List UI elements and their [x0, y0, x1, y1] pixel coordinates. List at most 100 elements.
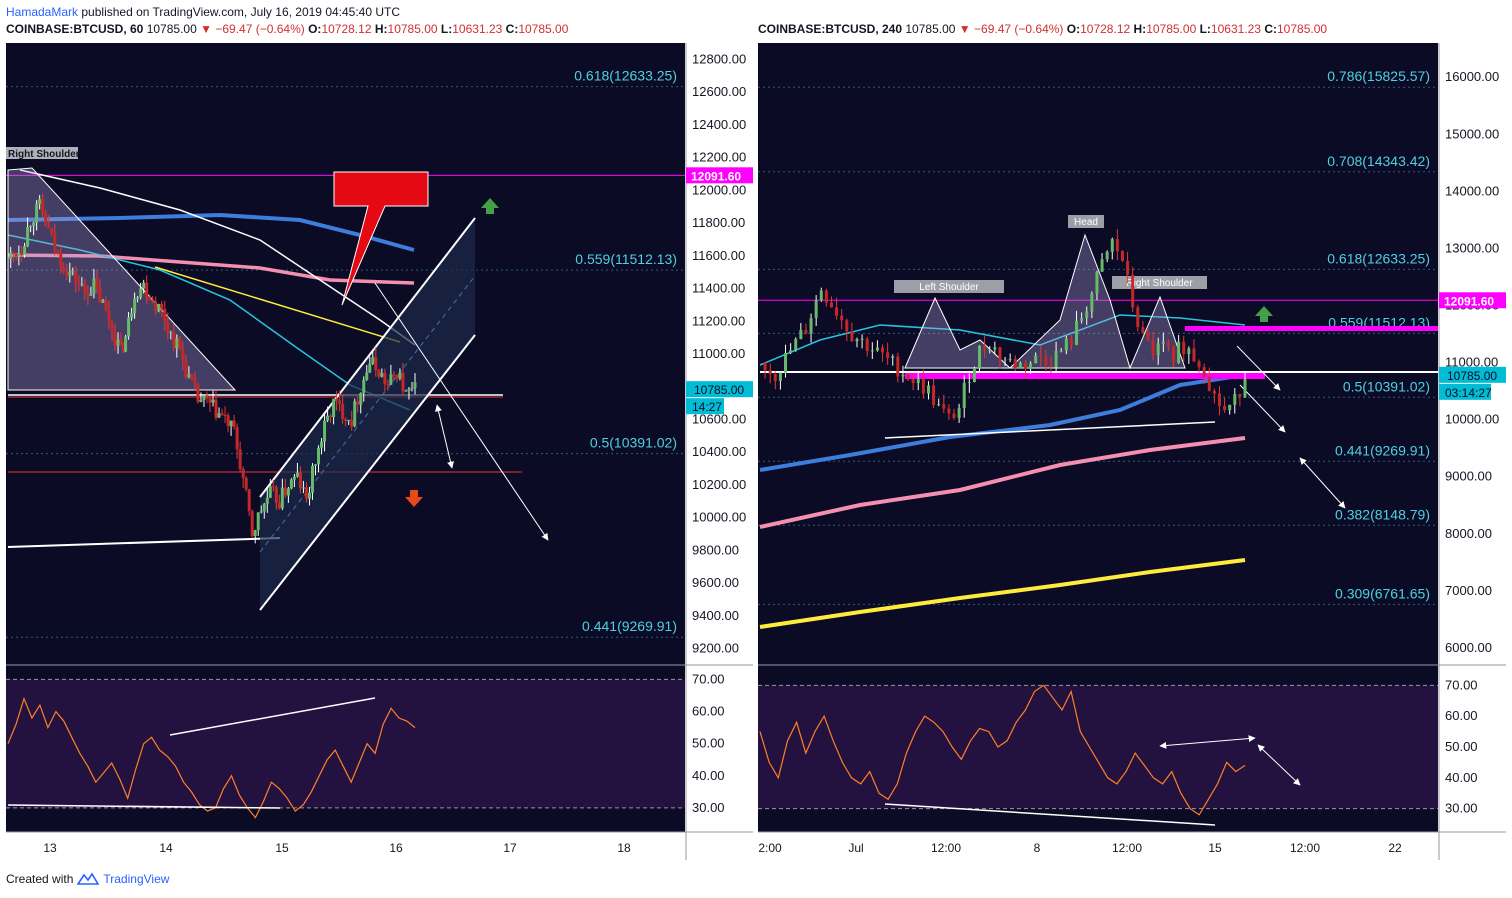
left-fib-label: 0.618(12633.25): [574, 68, 677, 84]
candle-body: [145, 282, 149, 298]
candle-body: [398, 372, 402, 379]
head-shoulders-shape: [904, 233, 1186, 370]
candle-body: [193, 378, 197, 385]
candle-body: [1243, 379, 1247, 397]
candle-body: [362, 379, 366, 394]
candle-body: [1131, 274, 1135, 308]
candle-body: [386, 383, 390, 385]
right-arrow-3: [1299, 457, 1346, 509]
right-high: 10785.00: [1146, 22, 1197, 36]
candle-body: [341, 403, 345, 420]
left-fib-label: 0.441(9269.91): [582, 618, 677, 634]
candle-body: [840, 315, 844, 321]
right-shoulder-label: Right Shoulder: [8, 149, 80, 160]
candle-body: [356, 401, 360, 405]
right-symbol[interactable]: COINBASE:BTCUSD, 240: [758, 22, 903, 36]
right-rsi-tick-label: 30.00: [1445, 801, 1478, 816]
candle-body: [1192, 348, 1196, 362]
right-level-label: 12091.60: [1444, 294, 1494, 308]
candle-body: [62, 267, 66, 272]
candle-body: [347, 419, 351, 422]
c-label: C:: [505, 22, 519, 36]
candle-body: [359, 393, 363, 405]
candle-body: [1120, 251, 1124, 261]
right-rsi-arrow-2: [1257, 744, 1301, 786]
candle-body: [1029, 363, 1033, 369]
candle-body: [9, 252, 13, 260]
candle-body: [295, 472, 299, 477]
candle-body: [380, 372, 384, 377]
left-x-tick-label: 18: [617, 841, 631, 855]
left-y-tick-label: 9800.00: [692, 542, 739, 557]
candle-body: [304, 487, 308, 499]
right-y-tick-label: 10000.00: [1445, 412, 1499, 427]
candle-body: [77, 283, 81, 285]
right-resistance-band: [1185, 326, 1438, 331]
author-link[interactable]: HamadaMark: [6, 5, 79, 19]
right-rsi-tick-label: 50.00: [1445, 739, 1478, 754]
candle-body: [983, 345, 987, 351]
candle-body: [208, 398, 212, 403]
candle-body: [217, 413, 221, 418]
candle-body: [202, 395, 206, 401]
candle-body: [350, 419, 354, 427]
candle-body: [1217, 393, 1221, 407]
candle-body: [214, 399, 218, 418]
candle-body: [906, 374, 910, 380]
candle-body: [1075, 320, 1079, 345]
candle-body: [814, 300, 818, 319]
candle-body: [1233, 394, 1237, 405]
candle-body: [916, 378, 920, 384]
candle-body: [824, 290, 828, 303]
candle-body: [205, 395, 209, 399]
left-symbol[interactable]: COINBASE:BTCUSD, 60: [6, 22, 144, 36]
right-price: 10785.00: [905, 22, 956, 36]
candle-body: [119, 339, 123, 343]
candle-body: [972, 368, 976, 383]
candle-body: [110, 323, 114, 332]
left-rsi-line: [7, 696, 416, 819]
candle-body: [190, 374, 194, 379]
candle-body: [244, 478, 248, 490]
candle-body: [962, 382, 966, 409]
candle-body: [1197, 361, 1201, 368]
candle-body: [232, 420, 236, 428]
candle-body: [65, 271, 69, 276]
candle-body: [870, 350, 874, 352]
candle-body: [184, 360, 188, 378]
down-arrow-icon: ▼: [958, 22, 971, 36]
candle-body: [59, 252, 63, 268]
up-arrow-icon: [481, 198, 499, 208]
left-small-arrow: [435, 404, 454, 469]
right-fib-label: 0.618(12633.25): [1327, 250, 1430, 266]
left-price-pane: [6, 43, 685, 665]
candle-body: [395, 374, 399, 379]
right-fib-label: 0.5(10391.02): [1343, 378, 1430, 394]
candle-body: [947, 408, 951, 414]
candle-body: [374, 357, 378, 370]
candle-body: [1126, 260, 1130, 275]
candle-body: [56, 249, 60, 253]
candle-body: [301, 487, 305, 489]
candle-body: [763, 362, 767, 371]
candle-body: [310, 465, 314, 493]
candle-body: [47, 224, 51, 229]
up-arrow-icon: [1255, 306, 1273, 316]
o-label: O:: [308, 22, 322, 36]
footer-brand-link[interactable]: TradingView: [103, 872, 170, 886]
candle-body: [1187, 348, 1191, 355]
candle-body: [211, 399, 215, 403]
right-y-tick-label: 14000.00: [1445, 183, 1499, 198]
candle-body: [17, 253, 21, 257]
hs-label: Right Shoulder: [1126, 278, 1193, 289]
candle-body: [978, 345, 982, 369]
right-ma-yellow: [759, 558, 1246, 629]
candle-body: [1100, 259, 1104, 272]
left-y-tick-label: 12600.00: [692, 84, 746, 99]
left-rsi-tick-label: 60.00: [692, 704, 725, 719]
left-y-tick-label: 12000.00: [692, 182, 746, 197]
left-y-tick-label: 11200.00: [692, 313, 745, 328]
candle-body: [1090, 293, 1094, 312]
candle-body: [1039, 355, 1043, 357]
